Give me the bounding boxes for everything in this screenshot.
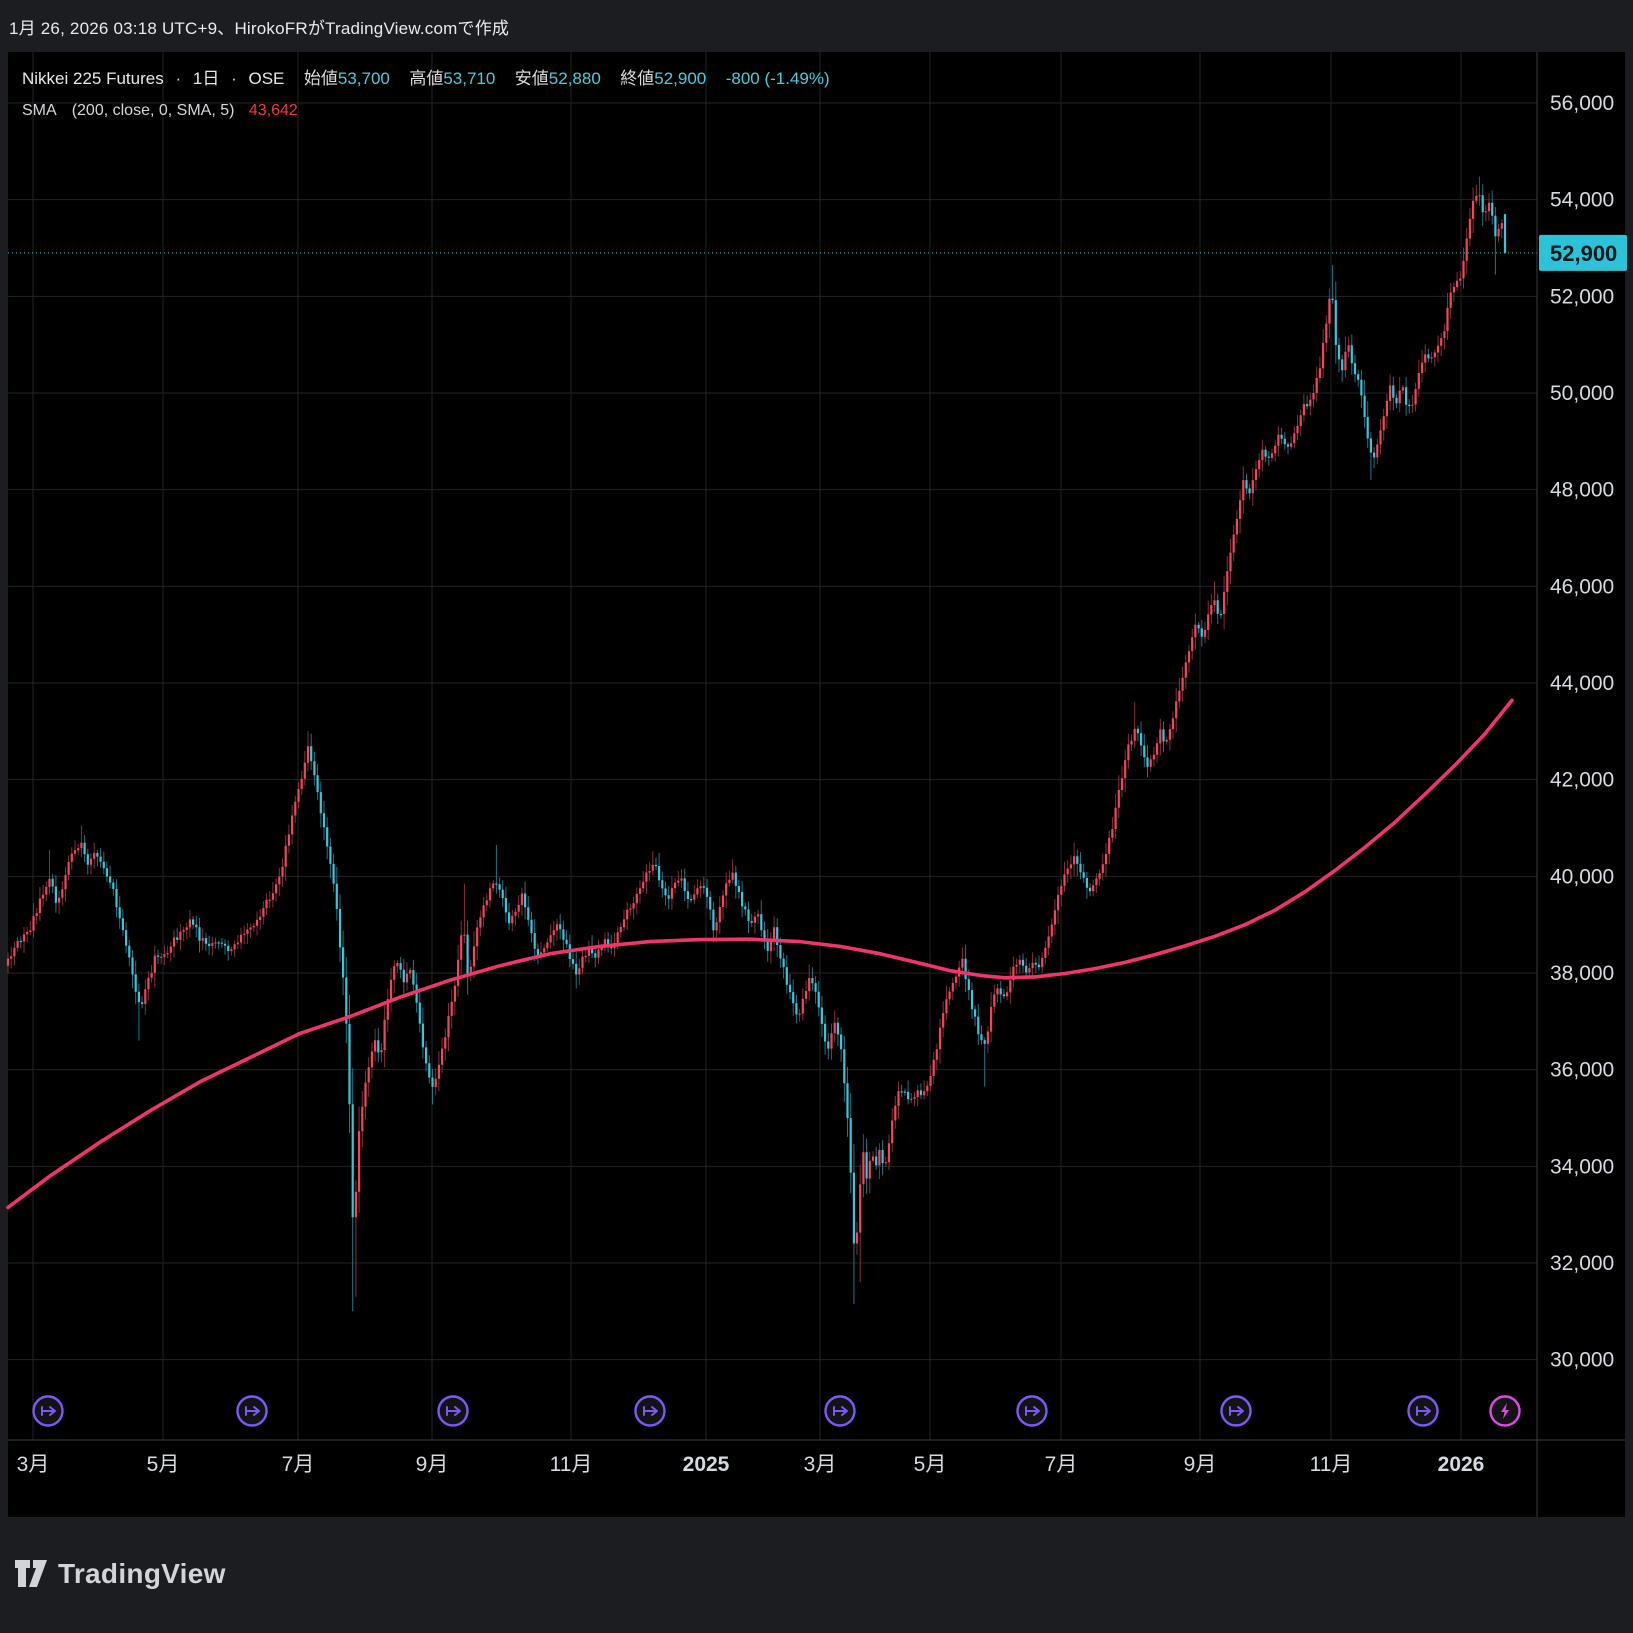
tradingview-mark-icon [15,1560,47,1587]
contract-rollover-icon[interactable] [236,1395,268,1427]
tradingview-logo[interactable]: TradingView [14,1550,226,1598]
contract-rollover-icon[interactable] [32,1395,64,1427]
time-tick-label: 3月 [17,1453,50,1476]
time-tick-label: 2025 [683,1453,730,1476]
interval-label: 1日 [192,69,220,88]
up-candle-wicks [7,176,1503,1297]
time-tick-label: 5月 [147,1453,180,1476]
high-value: 53,710 [443,69,496,88]
sma-line [6,698,1514,1210]
close-label: 終値 [620,69,655,88]
symbol-title: Nikkei 225 Futures [22,69,164,88]
separator-dot: · [175,69,182,88]
contract-rollover-icon[interactable] [1220,1395,1252,1427]
close-value: 52,900 [654,69,707,88]
open-value: 53,700 [337,69,390,88]
candles-series [6,176,1507,1312]
change-value: -800 (-1.49%) [725,69,830,88]
price-tick-label: 34,000 [1550,1155,1614,1178]
high-label: 高値 [409,69,444,88]
time-tick-label: 9月 [1184,1453,1217,1476]
time-tick-label: 3月 [804,1453,837,1476]
price-tick-label: 32,000 [1550,1252,1614,1275]
time-tick-label: 2026 [1438,1453,1485,1476]
price-tick-label: 54,000 [1550,189,1614,212]
last-price-label: 52,900 [1539,234,1627,271]
low-label: 安値 [514,69,549,88]
price-tick-label: 48,000 [1550,479,1614,502]
price-tick-label: 46,000 [1550,575,1614,598]
time-tick-label: 11月 [1310,1453,1353,1476]
price-tick-label: 50,000 [1550,382,1614,405]
brand-name: TradingView [58,1558,226,1589]
contract-rollover-icon[interactable] [1407,1395,1439,1427]
time-tick-label: 7月 [282,1453,315,1476]
price-tick-label: 56,000 [1550,92,1614,115]
price-tick-label: 36,000 [1550,1059,1614,1082]
sma-legend: SMA (200, close, 0, SMA, 5) 43,642 [22,99,298,123]
contract-rollover-icon[interactable] [1016,1395,1048,1427]
realtime-bolt-icon[interactable] [1489,1395,1521,1427]
price-tick-label: 52,000 [1550,285,1614,308]
price-axis-labels: 56,000 54,000 52,000 50,000 48,000 46,000 44,0… [1550,92,1614,1372]
down-candle-wicks [20,184,1506,1312]
low-value: 52,880 [548,69,601,88]
price-tick-label: 30,000 [1550,1349,1614,1372]
time-tick-label: 7月 [1045,1453,1078,1476]
price-tick-label: 42,000 [1550,769,1614,792]
time-axis[interactable] [8,1440,1537,1517]
time-tick-label: 11月 [550,1453,593,1476]
symbol-legend: Nikkei 225 Futures · 1日 · OSE 始値53,700 高… [22,66,830,92]
sma-value: 43,642 [248,102,298,119]
separator-dot: · [231,69,237,88]
price-axis[interactable] [1545,52,1633,1440]
grid [8,52,1537,1440]
price-tick-label: 38,000 [1550,962,1614,985]
exchange-label: OSE [248,69,285,88]
contract-rollover-icon[interactable] [634,1395,666,1427]
price-tick-label: 44,000 [1550,672,1614,695]
down-candle-bodies [19,195,1507,1244]
svg-text:52,900: 52,900 [1550,241,1617,266]
open-label: 始値 [303,69,338,88]
contract-rollover-icon[interactable] [824,1395,856,1427]
time-tick-label: 9月 [416,1453,449,1476]
contract-rollover-icon[interactable] [437,1395,469,1427]
sma-params: (200, close, 0, SMA, 5) [71,102,235,119]
time-tick-label: 5月 [914,1453,947,1476]
sma-title: SMA [22,102,56,119]
up-candle-bodies [6,195,1503,1244]
time-axis-labels: 3月 5月 7月 9月 11月 2025 3月 5月 7月 9月 11月 2026 [17,1453,1485,1476]
price-tick-label: 40,000 [1550,865,1614,888]
attribution-text: 1月 26, 2026 03:18 UTC+9、HirokoFRがTrading… [9,18,510,38]
